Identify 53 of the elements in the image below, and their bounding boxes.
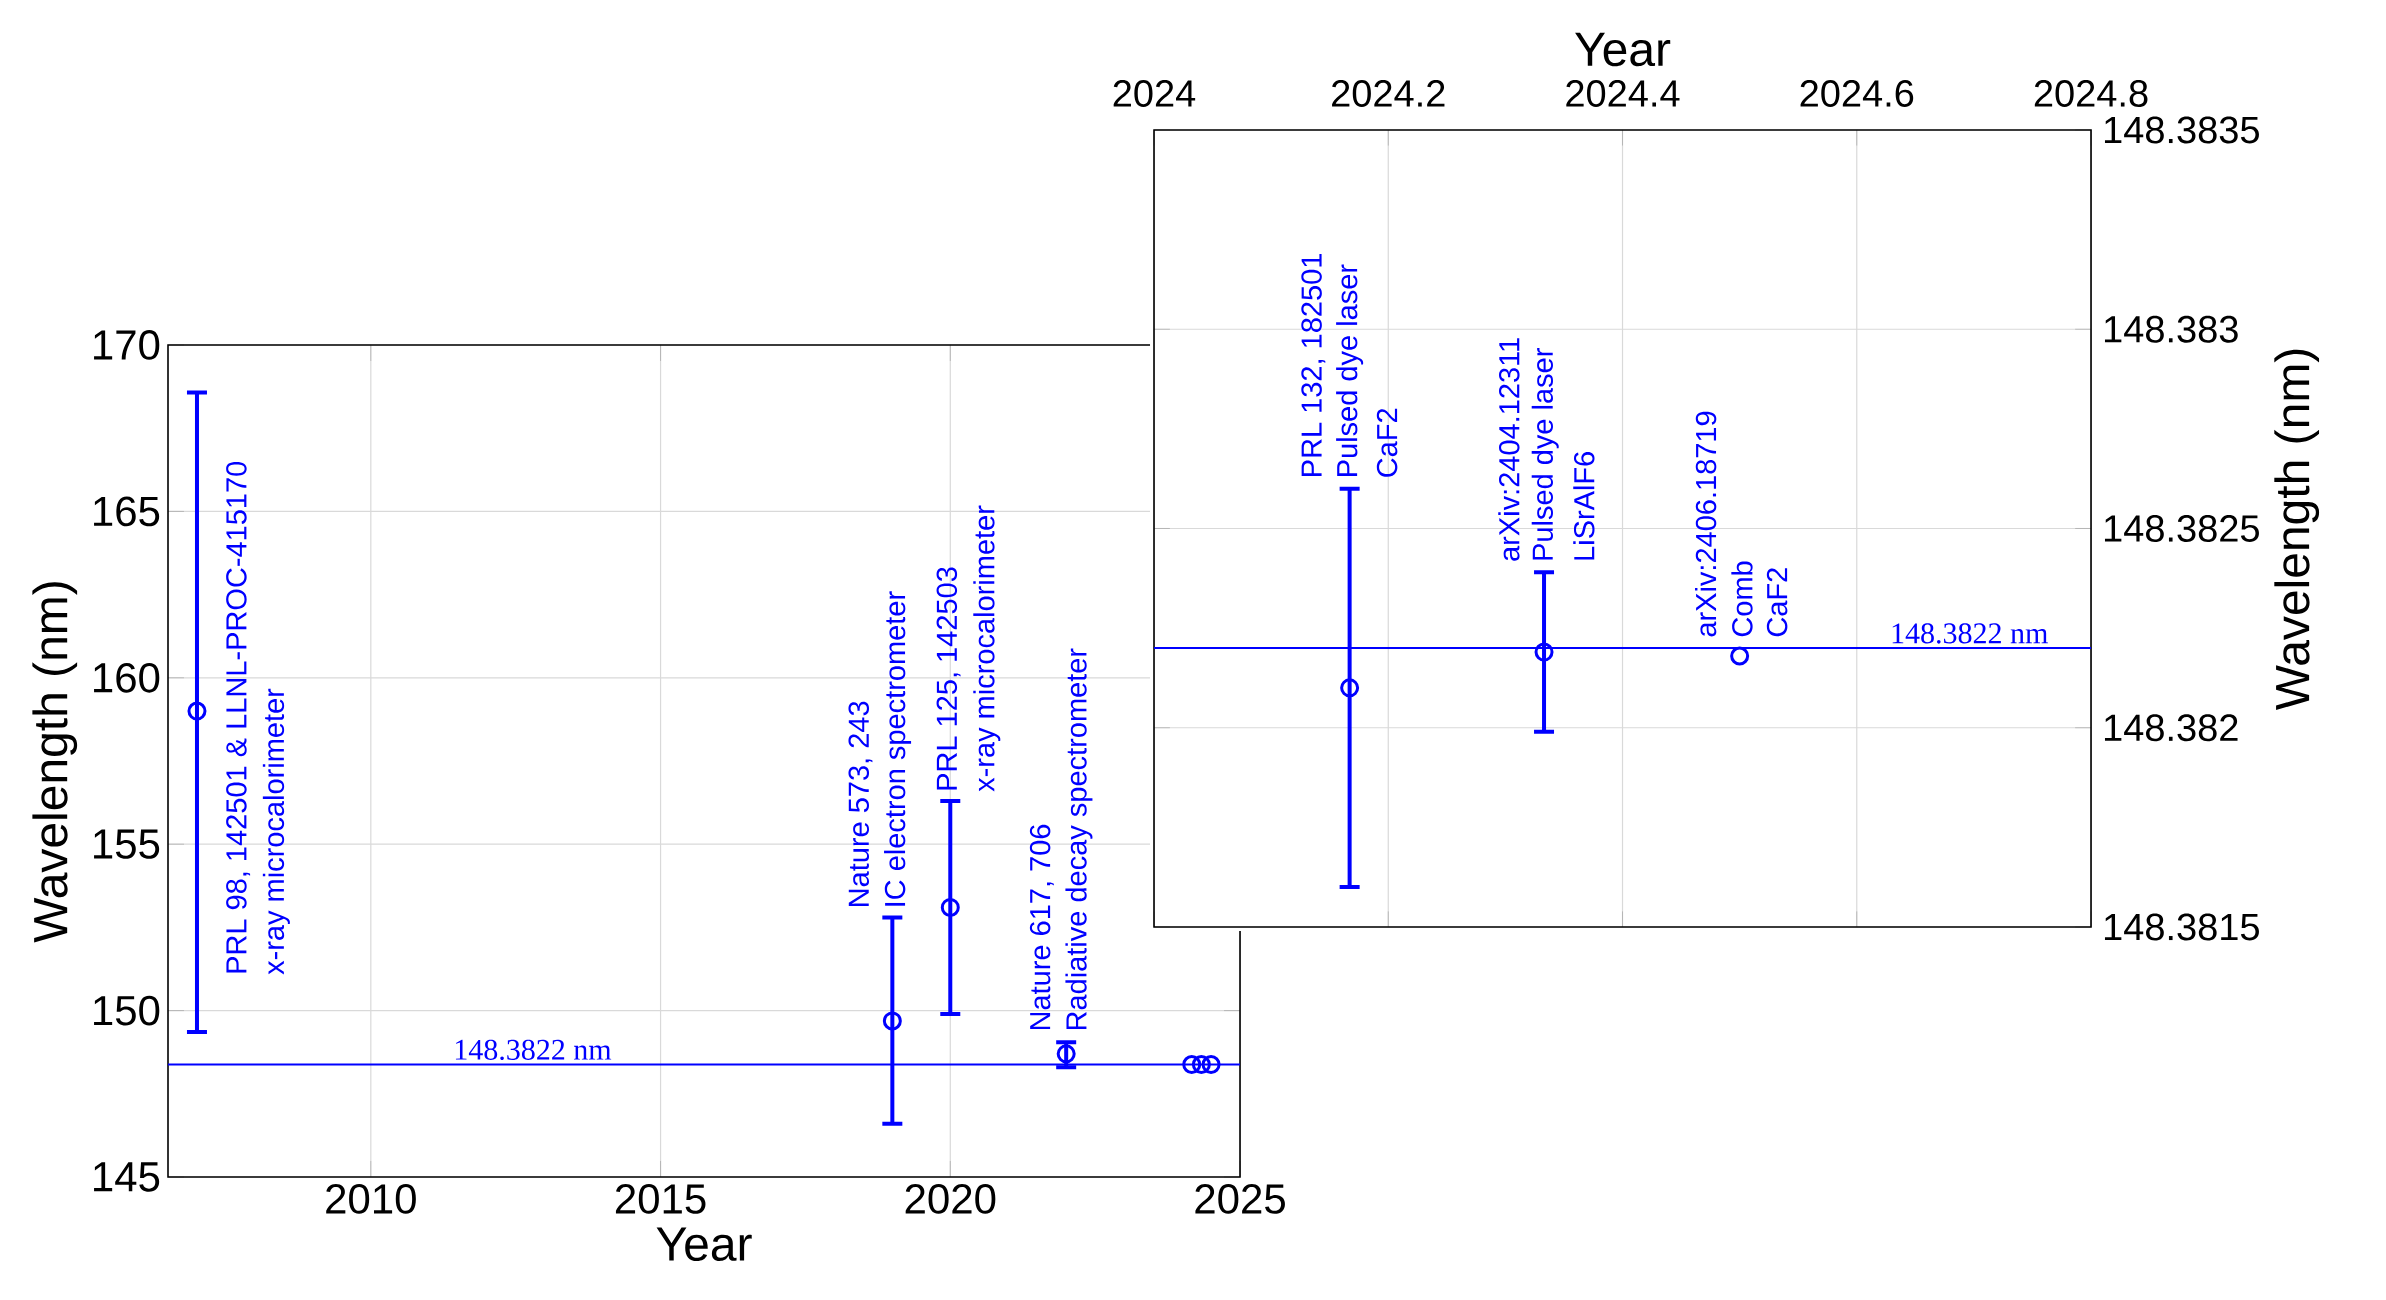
y-tick-label: 165 [94,496,160,527]
annotation: Pulsed dye laser [1336,264,1364,476]
x-tick-label: 2015 [615,1184,706,1214]
annotation: Radiative decay spectrometer [1065,648,1093,1030]
annotation: Comb [1731,561,1753,637]
x-tick-label: 2025 [1195,1184,1285,1214]
x-axis-title: Year [1575,32,1671,67]
point [1056,1044,1076,1064]
point [1201,1055,1221,1075]
y-tick-label: 145 [94,1162,160,1192]
y-tick-label: 170 [94,330,160,360]
y-tick-label: 155 [94,829,160,859]
y-tick-label: 148.3815 [2104,913,2259,941]
annotation: LiSrAlF6 [1573,452,1595,560]
annotation: arXiv:2406.18719 [1695,411,1717,637]
point [1182,1055,1202,1075]
x-tick-label: 2024 [1113,80,1196,107]
y-tick-label: 148.382 [2104,714,2238,742]
y-axis-title: Wavelength (nm) [2274,349,2320,711]
annotation: CaF2 [1376,408,1398,477]
annotation: Nature 573, 243 [848,701,873,906]
x-tick-label: 2024.6 [1800,80,1914,107]
annotation: x-ray microcalorimeter [973,505,1001,792]
x-tick-label: 2010 [326,1184,416,1214]
point [1340,678,1360,698]
point [1534,642,1554,662]
annotation: CaF2 [1766,568,1788,637]
x-tick-label: 2020 [905,1184,996,1214]
x-axis-title: Year [656,1227,752,1262]
point [187,701,207,721]
annotation: Pulsed dye laser [1531,348,1559,560]
x-tick-label: 2024.2 [1332,80,1445,107]
y-tick-label: 148.3835 [2104,116,2259,144]
y-tick-label: 160 [94,662,160,693]
x-tick-label: 2024.4 [1566,80,1680,107]
point [940,897,960,917]
point [882,1011,902,1031]
annotation: Nature 617, 706 [1029,824,1054,1030]
point [1191,1055,1211,1075]
annotation: PRL 98, 142501 & LLNL-PROC-415170 [226,461,251,973]
y-tick-label: 148.3825 [2104,515,2259,542]
annotation: IC electron spectrometer [884,591,912,906]
y-axis-title: Wavelength (nm) [32,582,78,943]
annotation: PRL 132, 182501 [1301,254,1326,476]
annotation: x-ray microcalorimeter [262,688,290,975]
ref-line-label: 148.3822 nm [1892,623,2048,644]
annotation: arXiv:2404.12311 [1498,338,1520,561]
y-tick-label: 150 [94,995,160,1026]
x-tick-label: 2024.8 [2034,80,2148,107]
point [1730,646,1750,666]
ref-line-label: 148.3822 nm [455,1039,612,1061]
annotation: PRL 125, 142503 [936,567,961,790]
y-tick-label: 148.383 [2104,315,2238,343]
